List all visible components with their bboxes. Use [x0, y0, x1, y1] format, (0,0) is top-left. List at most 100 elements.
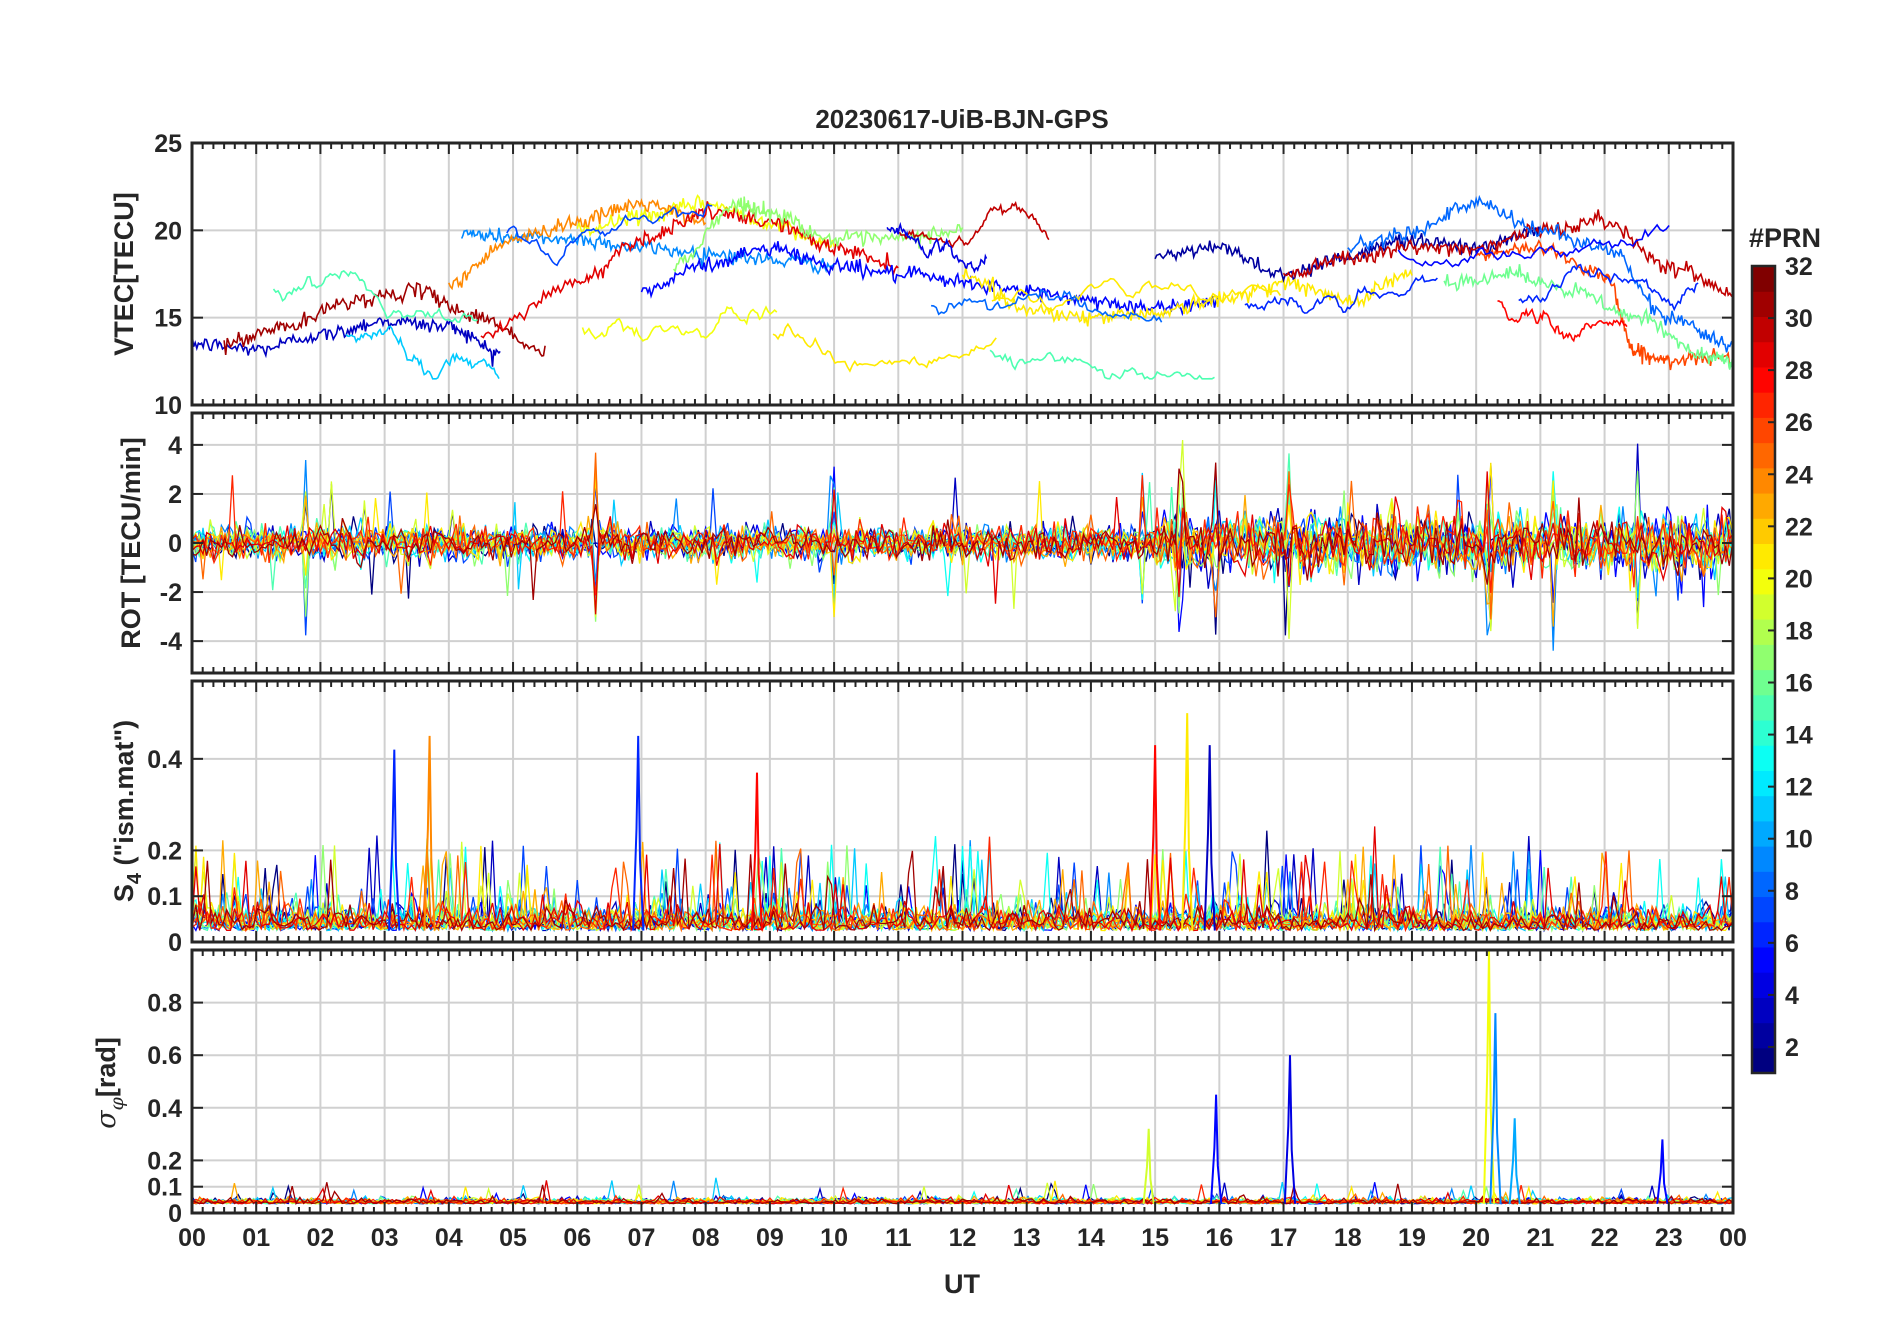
colorbar-segment	[1752, 1047, 1775, 1074]
colorbar-segment	[1752, 619, 1775, 645]
y-tick-label: 20	[154, 217, 182, 245]
colorbar-segment	[1752, 1022, 1775, 1049]
vtec-arc-prn-15	[989, 349, 1215, 380]
y-tick-label: 10	[154, 392, 182, 420]
vtec-arc-prn-6	[1244, 274, 1438, 314]
vtec-arc-prn-4	[886, 221, 988, 274]
colorbar-segment	[1752, 896, 1775, 923]
vtec-arc-prn-21	[991, 277, 1282, 312]
x-ticks-sig	[191, 950, 1734, 1213]
colorbar-tick-label: 26	[1785, 409, 1813, 437]
colorbar-tick-label: 32	[1785, 253, 1813, 281]
colorbar-tick-label: 6	[1785, 930, 1799, 958]
x-tick-label: 11	[885, 1224, 912, 1252]
y-tick-label: 15	[154, 305, 182, 333]
x-axis-label: UT	[944, 1269, 980, 1299]
y-tick-label: 0.2	[147, 1147, 182, 1175]
s4-peak-prn-21	[1181, 713, 1194, 931]
x-tick-label: 09	[756, 1224, 784, 1252]
colorbar-segment	[1752, 745, 1775, 771]
x-tick-label: 04	[435, 1224, 463, 1252]
y-tick-label: -2	[160, 579, 182, 607]
colorbar-segment	[1752, 392, 1775, 418]
y-tick-label: 0.8	[147, 990, 182, 1018]
colorbar-segment	[1752, 846, 1775, 872]
sig-peak-prn-10	[1508, 1118, 1521, 1204]
colorbar-tick-label: 30	[1785, 305, 1813, 333]
vtec-arc-prn-7	[506, 203, 713, 267]
colorbar-segment	[1752, 997, 1775, 1024]
vtec-line-prn-3	[192, 314, 501, 367]
x-tick-label: 23	[1655, 1224, 1683, 1252]
colorbar-frame	[1750, 264, 1777, 1075]
y-axis-labels: VTEC[TECU] ROT [TECU/min] S4 ("ism.mat") σφ…	[91, 192, 146, 1129]
colorbar-segment	[1752, 316, 1775, 343]
x-tick-label: 03	[371, 1224, 399, 1252]
rot-line-prn-29	[192, 471, 1733, 615]
y-tick-label: 0	[168, 1200, 182, 1228]
vtec-line-prn-9	[460, 227, 835, 276]
vtec-line-prn-16	[1443, 264, 1733, 370]
x-tick-label: 17	[1270, 1224, 1298, 1252]
vtec-arc-prn-5	[1397, 223, 1670, 268]
chart-title: 20230617-UiB-BJN-GPS	[815, 104, 1108, 134]
vtec-line-prn-29	[480, 201, 899, 340]
grid-sig	[192, 950, 1733, 1213]
panel-s4: 0 0.1 0.2 0.4	[147, 679, 1735, 957]
rot-line-prn-31	[192, 462, 1733, 601]
panel-sig: 00.10.2 0.4 0.6 0.8	[147, 948, 1735, 1228]
colorbar-tick-label: 18	[1785, 617, 1813, 645]
x-tick-label: 08	[692, 1224, 720, 1252]
x-ticks-vtec	[191, 143, 1734, 405]
colorbar-segment	[1752, 417, 1775, 444]
colorbar-segment	[1752, 543, 1775, 570]
colorbar-tick-label: 14	[1785, 722, 1813, 750]
x-tick-label: 22	[1591, 1224, 1619, 1252]
colorbar-segment	[1752, 593, 1775, 620]
x-tick-label: 12	[949, 1224, 977, 1252]
panel-rot: -4 -2 0 2 4	[160, 411, 1735, 675]
colorbar-segment	[1752, 921, 1775, 948]
vtec-arc-prn-30	[898, 200, 1050, 249]
rot-line-prn-17	[192, 470, 1733, 622]
x-tick-label: 15	[1141, 1224, 1169, 1252]
colorbar-segment	[1752, 341, 1775, 368]
colorbar-segment	[1752, 291, 1775, 318]
colorbar-segment	[1752, 719, 1775, 746]
s4-peak-prn-6	[632, 735, 645, 931]
colorbar-tick-label: 10	[1785, 826, 1813, 854]
colorbar-segment	[1752, 467, 1775, 494]
y-label-s4: S4 ("ism.mat")	[109, 720, 146, 902]
sig-peak-prn-4	[1283, 1055, 1297, 1204]
vtec-arc-prn-21	[772, 322, 997, 373]
vtec-line-prn-2	[1154, 226, 1542, 283]
s4-peak-prn-3	[1203, 745, 1216, 931]
y-tick-label: 2	[168, 481, 182, 509]
series-s4	[192, 713, 1733, 933]
vtec-line-prn-8	[1347, 194, 1733, 353]
x-ticks-s4	[191, 681, 1734, 942]
colorbar-tick-label: 22	[1785, 513, 1813, 541]
colorbar-segment	[1752, 366, 1775, 393]
x-tick-label: 01	[242, 1224, 270, 1252]
vtec-arc-prn-28	[1497, 300, 1628, 343]
x-tick-label: 13	[1013, 1224, 1041, 1252]
y-tick-label: 0	[168, 530, 182, 558]
s4-peak-prn-6	[388, 749, 401, 931]
y-tick-label: 0	[168, 929, 182, 957]
colorbar-tick-label: 4	[1785, 982, 1799, 1010]
y-tick-label: 4	[168, 432, 182, 460]
series-rot	[192, 439, 1733, 651]
colorbar-segment	[1752, 518, 1775, 545]
x-tick-label: 21	[1526, 1224, 1554, 1252]
series-vtec	[192, 194, 1733, 380]
x-tick-label: 05	[499, 1224, 527, 1252]
panels: 10152025-4-202400.10.20.400.10.20.40.60.…	[91, 130, 1735, 1228]
s4-peak-prn-28	[1149, 745, 1162, 931]
y-tick-label: 0.2	[147, 837, 182, 865]
y-tick-label: 0.6	[147, 1042, 182, 1070]
sig-peak-prn-5	[1656, 1139, 1669, 1204]
colorbar-segment	[1752, 972, 1775, 998]
